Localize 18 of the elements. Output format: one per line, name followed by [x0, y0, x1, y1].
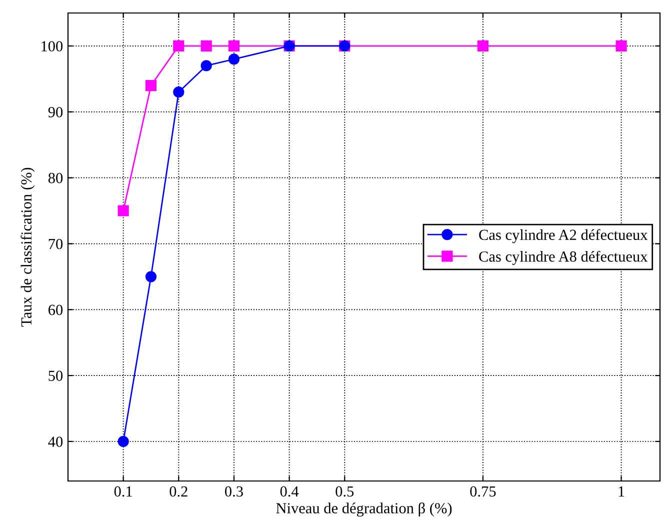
x-tick-label: 0.1	[114, 486, 132, 497]
x-tick-label: 0.4	[280, 486, 299, 497]
x-tick-label: 0.75	[470, 486, 496, 497]
legend-label: Cas cylindre A8 défectueux	[479, 250, 648, 265]
y-tick-label: 40	[48, 436, 63, 447]
y-tick-label: 90	[48, 107, 63, 118]
y-tick-label: 50	[48, 370, 63, 381]
x-tick-label: 1	[618, 486, 624, 496]
legend-label: Cas cylindre A2 défectueux	[479, 229, 648, 244]
y-tick-label: 80	[48, 172, 63, 184]
y-tick-label: 100	[42, 41, 63, 52]
x-tick-label: 0.3	[225, 486, 243, 497]
x-tick-label: 0.5	[336, 486, 354, 497]
y-tick-label: 70	[48, 238, 63, 250]
x-axis-title: Niveau de dégradation β (%)	[276, 502, 452, 517]
x-tick-label: 0.2	[170, 486, 188, 497]
y-axis-title: Taux de classification (%)	[20, 168, 35, 327]
y-tick-label: 60	[48, 304, 63, 316]
